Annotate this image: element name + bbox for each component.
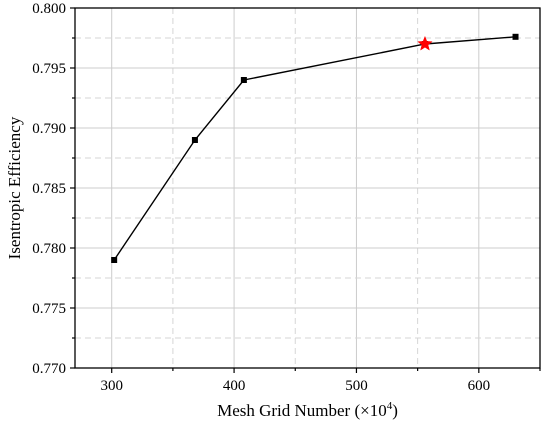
y-tick-label: 0.795 xyxy=(32,61,66,77)
series-line xyxy=(113,36,516,261)
data-point xyxy=(240,77,247,83)
x-axis-title-superscript: 4 xyxy=(387,400,393,412)
y-axis-title: Isentropic Efficiency xyxy=(5,116,24,259)
plot-area xyxy=(111,33,519,263)
x-axis-title: Mesh Grid Number (×104) xyxy=(217,400,398,420)
y-tick-label: 0.780 xyxy=(32,241,66,257)
data-point xyxy=(111,257,118,263)
y-tick-label: 0.800 xyxy=(32,1,66,17)
x-tick-label: 500 xyxy=(345,378,368,394)
x-tick-label: 600 xyxy=(468,378,491,394)
x-tick-label: 400 xyxy=(223,378,246,394)
y-tick-label: 0.775 xyxy=(32,301,66,317)
y-tick-label: 0.790 xyxy=(32,121,66,137)
y-tick-label: 0.770 xyxy=(32,361,66,377)
y-tick-label: 0.785 xyxy=(32,181,66,197)
highlight-star-marker xyxy=(417,35,433,51)
y-axis: 0.770 0.775 0.780 0.785 0.790 0.795 0.800 xyxy=(32,1,75,377)
grid xyxy=(75,8,541,368)
data-point xyxy=(191,137,198,143)
x-axis-title-suffix: ) xyxy=(392,401,398,420)
x-axis-title-main: Mesh Grid Number (×10 xyxy=(217,401,387,420)
data-point xyxy=(512,33,519,40)
x-tick-label: 300 xyxy=(100,378,123,394)
x-axis: 300 400 500 600 xyxy=(100,368,541,394)
